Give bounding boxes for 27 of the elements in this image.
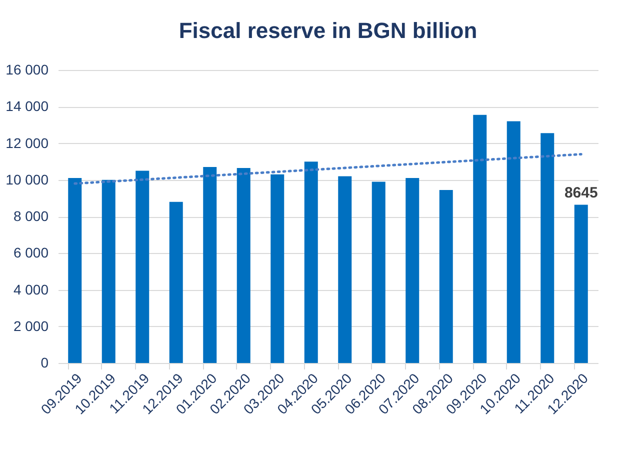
bar bbox=[136, 170, 150, 363]
bar bbox=[270, 174, 284, 363]
bar bbox=[439, 190, 453, 363]
bar bbox=[304, 162, 318, 363]
bar bbox=[473, 114, 487, 363]
data-label: 8645 bbox=[564, 184, 598, 202]
y-tick-label: 10 000 bbox=[6, 171, 49, 188]
chart-title: Fiscal reserve in BGN billion bbox=[178, 18, 478, 43]
y-tick-label: 6 000 bbox=[13, 244, 49, 261]
bar bbox=[574, 204, 588, 363]
bar bbox=[372, 182, 386, 363]
bar bbox=[236, 168, 250, 363]
bar bbox=[406, 178, 420, 363]
bar bbox=[506, 121, 520, 363]
y-tick-label: 12 000 bbox=[6, 134, 49, 151]
bar bbox=[169, 202, 183, 363]
bar bbox=[338, 176, 352, 363]
y-tick-label: 4 000 bbox=[13, 281, 49, 298]
y-tick-label: 16 000 bbox=[6, 62, 49, 78]
bar bbox=[68, 178, 82, 363]
bar bbox=[203, 167, 217, 363]
bar bbox=[540, 133, 554, 363]
y-tick-label: 2 000 bbox=[13, 318, 49, 334]
bar bbox=[102, 180, 116, 363]
y-tick-label: 14 000 bbox=[6, 98, 49, 114]
y-tick-label: 0 bbox=[40, 354, 49, 370]
y-tick-label: 8 000 bbox=[13, 208, 49, 224]
